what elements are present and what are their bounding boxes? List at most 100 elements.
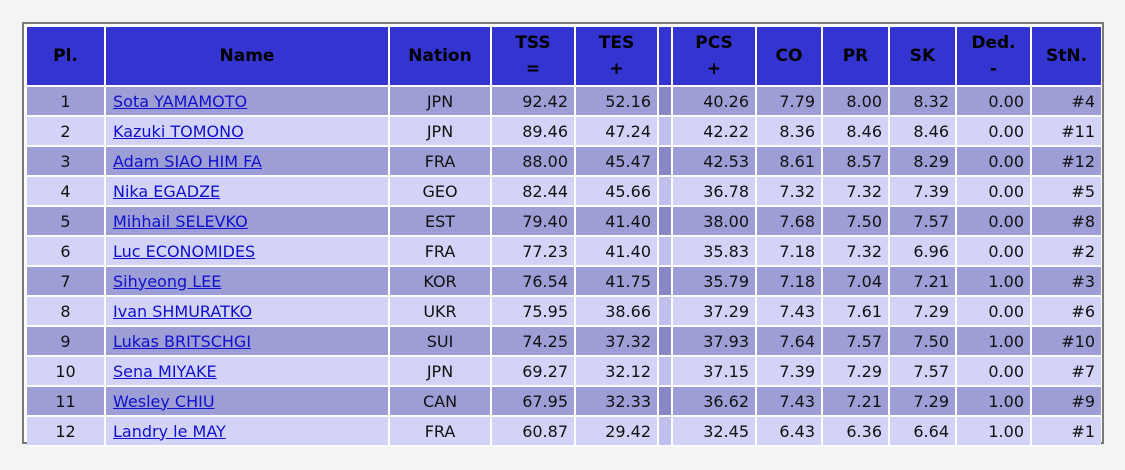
starting-number-cell: #5: [1032, 177, 1101, 207]
skater-name-link[interactable]: Landry le MAY: [113, 421, 226, 441]
pcs-cell: 38.00: [673, 207, 757, 237]
ded-cell: 1.00: [957, 327, 1032, 357]
ded-cell: 0.00: [957, 87, 1032, 117]
ded-cell: 1.00: [957, 387, 1032, 417]
spacer-cell: [659, 417, 673, 447]
results-table: Pl. Name Nation TSS = TES + PCS + CO PR: [27, 27, 1101, 447]
pr-cell: 7.50: [823, 207, 890, 237]
place-cell: 3: [27, 147, 106, 177]
sk-cell: 6.96: [890, 237, 957, 267]
co-cell: 7.39: [757, 357, 823, 387]
skater-name-cell: Luc ECONOMIDES: [106, 237, 390, 267]
spacer-cell: [659, 177, 673, 207]
header-tes: TES +: [576, 27, 659, 87]
place-cell: 7: [27, 267, 106, 297]
nation-cell: SUI: [390, 327, 492, 357]
co-cell: 7.68: [757, 207, 823, 237]
tes-cell: 41.40: [576, 237, 659, 267]
spacer-cell: [659, 207, 673, 237]
header-spacer: [659, 27, 673, 87]
skater-name-cell: Mihhail SELEVKO: [106, 207, 390, 237]
nation-cell: FRA: [390, 237, 492, 267]
ded-cell: 1.00: [957, 267, 1032, 297]
sk-cell: 8.29: [890, 147, 957, 177]
pcs-cell: 36.78: [673, 177, 757, 207]
tes-cell: 41.40: [576, 207, 659, 237]
sk-cell: 7.29: [890, 387, 957, 417]
sk-cell: 7.21: [890, 267, 957, 297]
skater-name-link[interactable]: Lukas BRITSCHGI: [113, 331, 252, 351]
table-row: 5 Mihhail SELEVKO EST 79.40 41.40 38.00 7.68 7.…: [27, 207, 1101, 237]
skater-name-link[interactable]: Luc ECONOMIDES: [113, 241, 256, 261]
nation-cell: EST: [390, 207, 492, 237]
place-cell: 11: [27, 387, 106, 417]
skater-name-link[interactable]: Ivan SHMURATKO: [113, 301, 253, 321]
skater-name-link[interactable]: Kazuki TOMONO: [113, 121, 244, 141]
tss-cell: 79.40: [492, 207, 576, 237]
tss-cell: 75.95: [492, 297, 576, 327]
skater-name-link[interactable]: Sihyeong LEE: [113, 271, 222, 291]
skater-name-cell: Sihyeong LEE: [106, 267, 390, 297]
tes-cell: 29.42: [576, 417, 659, 447]
starting-number-cell: #9: [1032, 387, 1101, 417]
tss-cell: 67.95: [492, 387, 576, 417]
header-pr: PR: [823, 27, 890, 87]
pr-cell: 7.29: [823, 357, 890, 387]
place-cell: 1: [27, 87, 106, 117]
spacer-cell: [659, 357, 673, 387]
table-row: 10 Sena MIYAKE JPN 69.27 32.12 37.15 7.39 7.29 7…: [27, 357, 1101, 387]
place-cell: 5: [27, 207, 106, 237]
skater-name-link[interactable]: Wesley CHIU: [113, 391, 215, 411]
nation-cell: FRA: [390, 417, 492, 447]
tes-cell: 45.66: [576, 177, 659, 207]
place-cell: 12: [27, 417, 106, 447]
spacer-cell: [659, 237, 673, 267]
header-stn: StN.: [1032, 27, 1101, 87]
header-pcs-label: PCS: [695, 33, 733, 53]
skater-name-link[interactable]: Nika EGADZE: [113, 181, 221, 201]
ded-cell: 0.00: [957, 297, 1032, 327]
pcs-cell: 40.26: [673, 87, 757, 117]
nation-cell: JPN: [390, 117, 492, 147]
nation-cell: CAN: [390, 387, 492, 417]
pcs-cell: 37.93: [673, 327, 757, 357]
pr-cell: 6.36: [823, 417, 890, 447]
pr-cell: 8.00: [823, 87, 890, 117]
co-cell: 6.43: [757, 417, 823, 447]
co-cell: 7.43: [757, 297, 823, 327]
nation-cell: FRA: [390, 147, 492, 177]
nation-cell: JPN: [390, 87, 492, 117]
skater-name-link[interactable]: Mihhail SELEVKO: [113, 211, 248, 231]
tes-cell: 47.24: [576, 117, 659, 147]
starting-number-cell: #11: [1032, 117, 1101, 147]
skater-name-link[interactable]: Sota YAMAMOTO: [113, 91, 248, 111]
spacer-cell: [659, 117, 673, 147]
header-row: Pl. Name Nation TSS = TES + PCS + CO PR: [27, 27, 1101, 87]
skater-name-cell: Sota YAMAMOTO: [106, 87, 390, 117]
skater-name-cell: Landry le MAY: [106, 417, 390, 447]
tss-cell: 76.54: [492, 267, 576, 297]
table-row: 12 Landry le MAY FRA 60.87 29.42 32.45 6.43 6.3…: [27, 417, 1101, 447]
tes-cell: 45.47: [576, 147, 659, 177]
place-cell: 8: [27, 297, 106, 327]
header-pcs-sub: +: [706, 59, 722, 79]
sk-cell: 6.64: [890, 417, 957, 447]
skater-name-cell: Kazuki TOMONO: [106, 117, 390, 147]
tss-cell: 69.27: [492, 357, 576, 387]
place-cell: 2: [27, 117, 106, 147]
table-row: 4 Nika EGADZE GEO 82.44 45.66 36.78 7.32 7.32 7.…: [27, 177, 1101, 207]
skater-name-link[interactable]: Sena MIYAKE: [113, 361, 217, 381]
pcs-cell: 35.83: [673, 237, 757, 267]
table-row: 3 Adam SIAO HIM FA FRA 88.00 45.47 42.53 8.61 8…: [27, 147, 1101, 177]
pcs-cell: 42.22: [673, 117, 757, 147]
pr-cell: 7.32: [823, 177, 890, 207]
nation-cell: JPN: [390, 357, 492, 387]
spacer-cell: [659, 267, 673, 297]
skater-name-link[interactable]: Adam SIAO HIM FA: [113, 151, 262, 171]
pcs-cell: 37.15: [673, 357, 757, 387]
table-row: 1 Sota YAMAMOTO JPN 92.42 52.16 40.26 7.79 8.00…: [27, 87, 1101, 117]
ded-cell: 0.00: [957, 147, 1032, 177]
tes-cell: 38.66: [576, 297, 659, 327]
sk-cell: 8.46: [890, 117, 957, 147]
header-tss-label: TSS: [515, 33, 551, 53]
